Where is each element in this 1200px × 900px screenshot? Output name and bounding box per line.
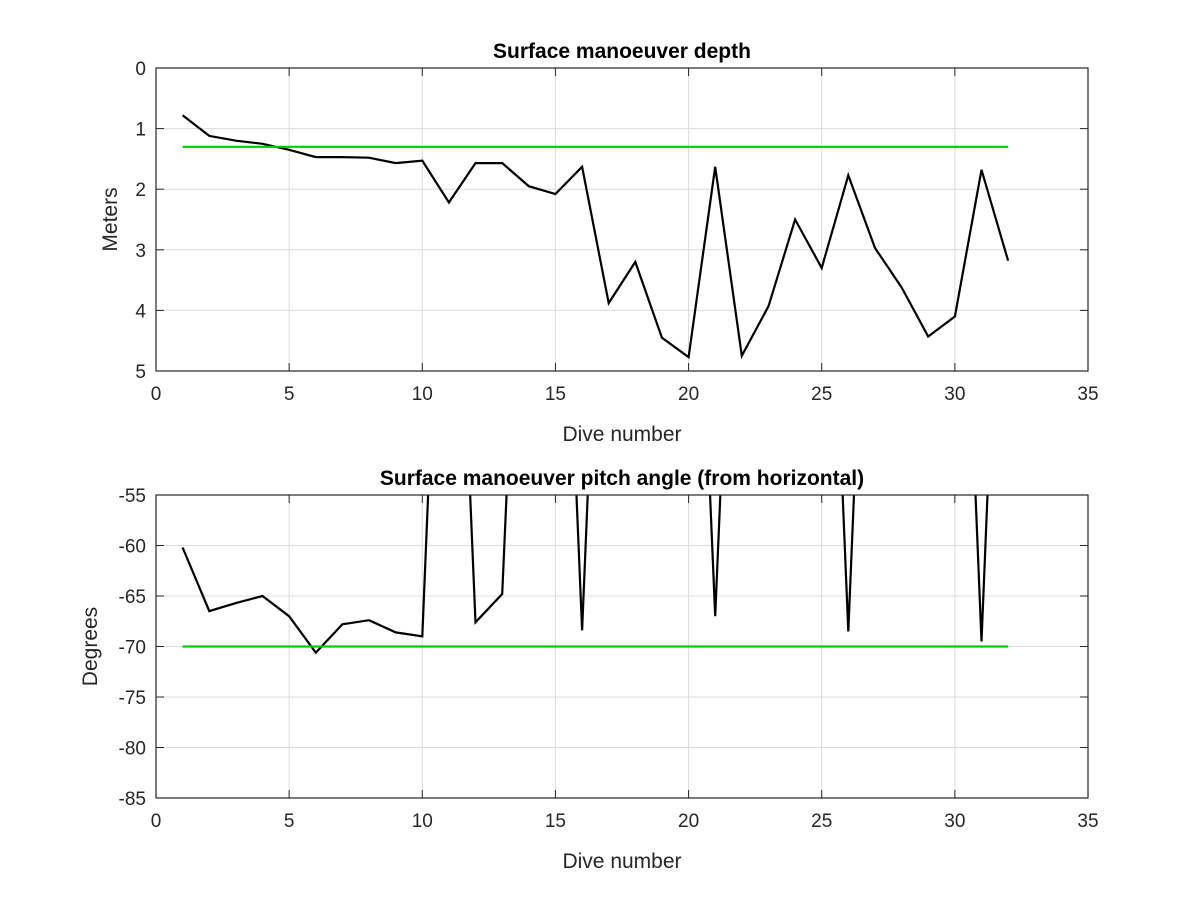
x-tick-label: 30 [944, 811, 965, 832]
y-tick-label: 0 [135, 59, 146, 80]
chart-title: Surface manoeuver pitch angle (from hori… [380, 467, 864, 490]
x-axis-label: Dive number [562, 423, 681, 446]
y-tick-label: -65 [119, 587, 146, 608]
x-tick-label: 10 [412, 811, 433, 832]
y-tick-label: -70 [119, 638, 146, 659]
series-line-1 [181, 495, 989, 655]
series-line-1 [181, 114, 1010, 360]
y-tick-label: 5 [135, 362, 146, 383]
y-tick-label: -60 [119, 537, 146, 558]
x-tick-label: 25 [811, 384, 832, 405]
x-tick-label: 20 [678, 384, 699, 405]
x-tick-label: 35 [1077, 384, 1098, 405]
y-tick-label: -85 [119, 789, 146, 810]
x-tick-label: 5 [284, 384, 295, 405]
y-tick-label: 2 [135, 180, 146, 201]
y-tick-label: 3 [135, 241, 146, 262]
y-axis-label: Meters [99, 187, 122, 251]
x-tick-label: 0 [151, 811, 162, 832]
y-tick-label: -75 [119, 688, 146, 709]
x-tick-label: 30 [944, 384, 965, 405]
x-tick-label: 15 [545, 811, 566, 832]
plot-frame [155, 67, 1089, 372]
y-axis-label: Degrees [79, 607, 102, 686]
x-tick-label: 35 [1077, 811, 1098, 832]
y-tick-label: 4 [135, 301, 146, 322]
x-tick-label: 20 [678, 811, 699, 832]
x-tick-label: 25 [811, 811, 832, 832]
y-tick-label: -55 [119, 486, 146, 507]
x-tick-label: 10 [412, 384, 433, 405]
x-tick-label: 0 [151, 384, 162, 405]
x-tick-label: 15 [545, 384, 566, 405]
x-axis-label: Dive number [562, 850, 681, 873]
chart-2: 0 5 10 15 20 25 30 35 -55 -60 -65 -70 -75 -80 -85 Surfa… [79, 467, 1099, 873]
y-tick-label: -80 [119, 739, 146, 760]
y-tick-label: 1 [135, 120, 146, 141]
x-tick-label: 5 [284, 811, 295, 832]
chart-title: Surface manoeuver depth [493, 40, 751, 63]
